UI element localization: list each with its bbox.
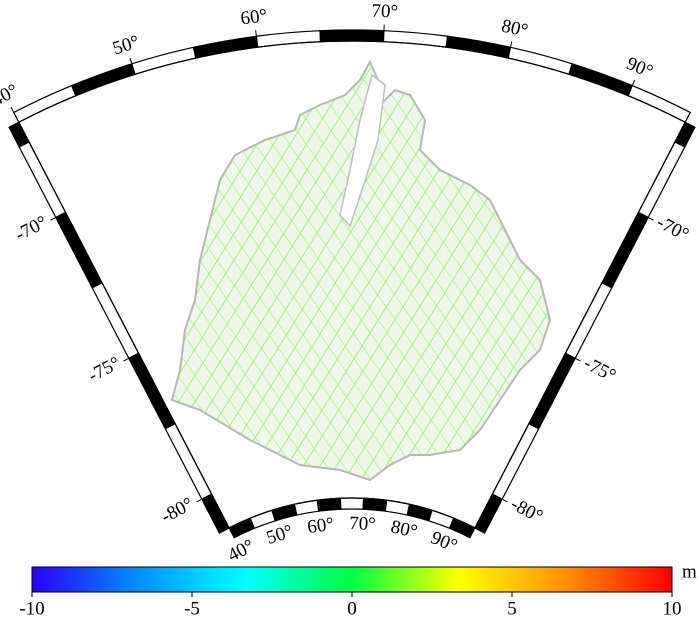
lon-label: 50° [110,32,142,60]
lon-tick [129,57,133,64]
lat-label: -80° [507,494,546,528]
frame-segment [54,211,103,289]
lat-label: -70° [653,212,692,246]
frame-segment [474,493,503,534]
colorbar-scale [31,566,673,593]
lat-tick [123,357,130,362]
lon-tick [255,30,257,37]
frame-segment [384,499,411,516]
lon-label: 50° [264,521,296,549]
frame-segment [70,63,136,97]
lon-tick [10,106,15,113]
frame-border [18,40,686,529]
colorbar: -10 -5 0 5 10m [19,561,697,619]
lon-label: 90° [623,53,656,83]
frame-segment [564,282,613,360]
lat-label: -70° [12,212,51,246]
ice-shelf [339,73,386,228]
lat-tick [50,217,57,221]
frame-segment [637,141,686,219]
lon-label: 70° [349,513,376,535]
lon-label: 60° [239,5,268,29]
frame-segment [568,63,634,97]
frame-segment [293,499,320,516]
lat-label: -75° [580,353,619,387]
lon-label: 60° [306,514,335,538]
lat-tick [647,217,654,221]
frame-segment [528,352,576,430]
frame-segment [18,141,67,219]
frame-segment [445,35,512,59]
lon-label: 40° [224,535,257,566]
region [170,59,552,482]
frame-segment [319,29,385,43]
frame-segment [164,422,213,501]
frame-segment [601,211,650,289]
lon-label: 70° [371,1,398,23]
colorbar-unit: m [682,561,697,582]
lon-label: 80° [499,15,530,41]
lat-tick [574,357,581,362]
lon-label: 80° [389,516,420,542]
frame-segment [192,35,259,59]
colorbar-tick-label: 0 [347,598,357,619]
lon-tick [631,79,636,86]
colorbar-tick-label: -10 [19,598,44,619]
lat-tick [196,498,203,503]
frame-segment [201,493,230,534]
lon-label: 90° [428,527,461,557]
frame-segment [339,497,365,510]
lat-label: -80° [158,494,197,528]
frame-segment [382,30,449,48]
frame-segment [255,30,322,48]
colorbar-tick-label: 10 [663,598,682,619]
frame-segment [228,517,256,539]
lat-tick [501,498,508,503]
tracks [172,62,550,480]
lon-tick [510,41,513,48]
lat-label: -75° [85,353,124,387]
frame-segment [12,84,77,124]
colorbar-tick-label: 5 [507,598,517,619]
colorbar-tick-label: -5 [184,598,200,619]
lon-label: 40° [0,80,22,111]
frame-segment [491,422,540,501]
frame-segment [627,84,692,124]
frame-segment [91,282,140,360]
frame-segment [128,352,176,430]
